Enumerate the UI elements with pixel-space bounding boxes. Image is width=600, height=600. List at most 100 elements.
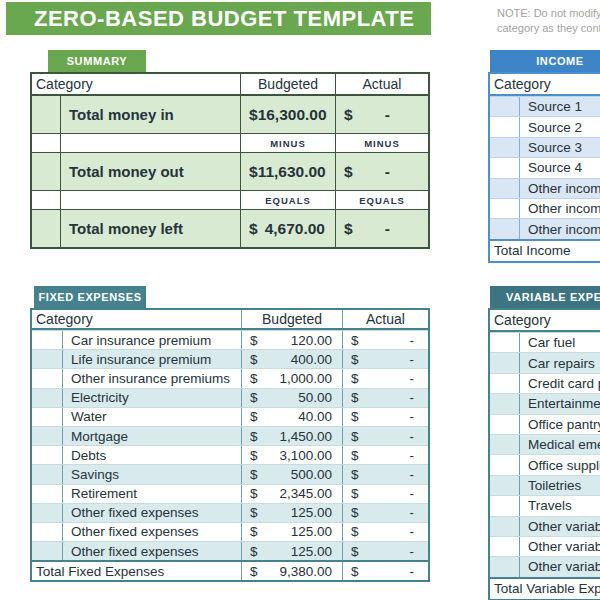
table-row[interactable]: Total money left$4,670.00$-: [32, 209, 428, 247]
budgeted-cell[interactable]: MINUS: [241, 134, 336, 152]
category-cell[interactable]: Retirement: [32, 485, 242, 503]
table-row[interactable]: Other variable expenses: [490, 516, 600, 536]
table-row[interactable]: Toiletries: [490, 475, 600, 495]
budgeted-cell[interactable]: $50.00: [242, 389, 343, 407]
actual-cell[interactable]: $-: [343, 562, 428, 580]
income-table: CategorySource 1Source 2Source 3Source 4…: [488, 72, 600, 263]
total-row[interactable]: Total Variable Expenses: [490, 577, 600, 599]
actual-cell[interactable]: $-: [343, 350, 428, 368]
budgeted-cell[interactable]: $1,000.00: [242, 369, 343, 387]
actual-cell[interactable]: $-: [343, 465, 428, 483]
amount: $120.00: [242, 333, 342, 348]
actual-cell[interactable]: $-: [336, 210, 428, 247]
table-row[interactable]: Other fixed expenses$125.00$-: [32, 503, 428, 522]
table-row[interactable]: Total money out$11,630.00$-: [32, 152, 428, 190]
table-row[interactable]: Medical emergencies: [490, 434, 600, 454]
category-cell[interactable]: [32, 134, 241, 152]
category-cell[interactable]: Other fixed expenses: [32, 504, 242, 522]
budgeted-cell[interactable]: $500.00: [242, 465, 343, 483]
budgeted-cell[interactable]: $125.00: [242, 504, 343, 522]
actual-cell[interactable]: $-: [343, 485, 428, 503]
category-cell[interactable]: Water: [32, 408, 242, 426]
amount-value: 50.00: [298, 390, 342, 405]
total-row[interactable]: Total Income: [490, 239, 600, 261]
table-row[interactable]: Source 3: [490, 137, 600, 157]
total-row[interactable]: Total Fixed Expenses$9,380.00$-: [32, 560, 428, 580]
table-row[interactable]: Travels: [490, 495, 600, 515]
row-indent: [490, 138, 520, 157]
budgeted-cell[interactable]: $400.00: [242, 350, 343, 368]
budgeted-cell[interactable]: $16,300.00: [241, 96, 336, 133]
budgeted-cell[interactable]: $11,630.00: [241, 153, 336, 190]
actual-cell[interactable]: $-: [336, 153, 428, 190]
category-cell[interactable]: Total money out: [32, 153, 241, 190]
actual-cell[interactable]: $-: [343, 504, 428, 522]
table-row[interactable]: Car fuel: [490, 332, 600, 352]
table-row[interactable]: Other fixed expenses$125.00$-: [32, 541, 428, 560]
table-row[interactable]: Water$40.00$-: [32, 407, 428, 426]
budgeted-cell[interactable]: EQUALS: [241, 191, 336, 209]
budgeted-cell[interactable]: $4,670.00: [241, 210, 336, 247]
actual-cell[interactable]: $-: [343, 408, 428, 426]
actual-cell[interactable]: $-: [343, 446, 428, 464]
actual-cell[interactable]: EQUALS: [336, 191, 428, 209]
table-row[interactable]: Source 4: [490, 157, 600, 177]
budgeted-cell[interactable]: $2,345.00: [242, 485, 343, 503]
budgeted-cell[interactable]: $125.00: [242, 542, 343, 560]
category-cell[interactable]: Total money in: [32, 96, 241, 133]
category-cell[interactable]: Life insurance premium: [32, 350, 242, 368]
table-row[interactable]: Office pantry: [490, 414, 600, 434]
category-cell[interactable]: Other insurance premiums: [32, 369, 242, 387]
table-row[interactable]: Mortgage$1,450.00$-: [32, 426, 428, 445]
table-row[interactable]: Other income: [490, 178, 600, 198]
table-row[interactable]: Other income: [490, 218, 600, 238]
table-row[interactable]: Credit card payments: [490, 373, 600, 393]
category-cell[interactable]: [32, 191, 241, 209]
table-row[interactable]: Retirement$2,345.00$-: [32, 484, 428, 503]
table-row[interactable]: Office supplies: [490, 454, 600, 474]
table-row[interactable]: Debts$3,100.00$-: [32, 445, 428, 464]
table-row[interactable]: Total money in$16,300.00$-: [32, 95, 428, 133]
table-row[interactable]: Other variable expenses: [490, 556, 600, 576]
table-row[interactable]: Other variable expenses: [490, 536, 600, 556]
actual-cell[interactable]: $-: [343, 523, 428, 541]
table-row[interactable]: EQUALSEQUALS: [32, 190, 428, 209]
actual-cell[interactable]: $-: [343, 369, 428, 387]
category-cell[interactable]: Car insurance premium: [32, 331, 242, 349]
table-row[interactable]: Electricity$50.00$-: [32, 388, 428, 407]
budgeted-cell[interactable]: $1,450.00: [242, 427, 343, 445]
category-cell[interactable]: Electricity: [32, 389, 242, 407]
actual-cell[interactable]: $-: [343, 389, 428, 407]
table-row[interactable]: Other income: [490, 198, 600, 218]
table-row[interactable]: Car repairs: [490, 352, 600, 372]
table-row[interactable]: Life insurance premium$400.00$-: [32, 349, 428, 368]
table-row[interactable]: Entertainment: [490, 393, 600, 413]
table-row[interactable]: MINUSMINUS: [32, 133, 428, 152]
row-indent: [490, 179, 520, 198]
category-cell[interactable]: Mortgage: [32, 427, 242, 445]
budgeted-cell[interactable]: $120.00: [242, 331, 343, 349]
amount: $1,000.00: [242, 371, 342, 386]
actual-cell[interactable]: $-: [343, 427, 428, 445]
table-row[interactable]: Car insurance premium$120.00$-: [32, 330, 428, 349]
budgeted-cell[interactable]: $40.00: [242, 408, 343, 426]
category-cell[interactable]: Other fixed expenses: [32, 523, 242, 541]
actual-cell[interactable]: $-: [343, 542, 428, 560]
actual-cell[interactable]: $-: [343, 331, 428, 349]
category-cell[interactable]: Debts: [32, 446, 242, 464]
table-row[interactable]: Source 2: [490, 116, 600, 136]
category-cell[interactable]: Total money left: [32, 210, 241, 247]
budgeted-cell[interactable]: $9,380.00: [242, 562, 343, 580]
actual-cell[interactable]: MINUS: [336, 134, 428, 152]
actual-cell[interactable]: $-: [336, 96, 428, 133]
currency-symbol: $: [242, 333, 258, 348]
table-row[interactable]: Other insurance premiums$1,000.00$-: [32, 368, 428, 387]
category-cell[interactable]: Other fixed expenses: [32, 542, 242, 560]
budgeted-cell[interactable]: $3,100.00: [242, 446, 343, 464]
budgeted-cell[interactable]: $125.00: [242, 523, 343, 541]
table-row[interactable]: Savings$500.00$-: [32, 464, 428, 483]
table-row[interactable]: Source 1: [490, 96, 600, 116]
category-cell[interactable]: Savings: [32, 465, 242, 483]
table-row[interactable]: Other fixed expenses$125.00$-: [32, 522, 428, 541]
amount: $-: [343, 505, 428, 520]
